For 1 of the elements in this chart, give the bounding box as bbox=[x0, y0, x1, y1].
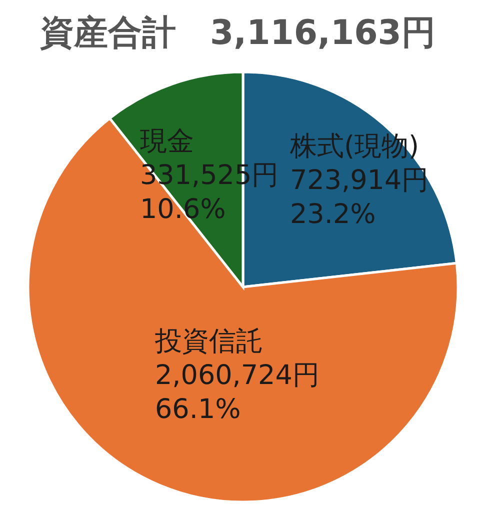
title: 資産合計 3,116,163円 bbox=[40, 13, 436, 53]
